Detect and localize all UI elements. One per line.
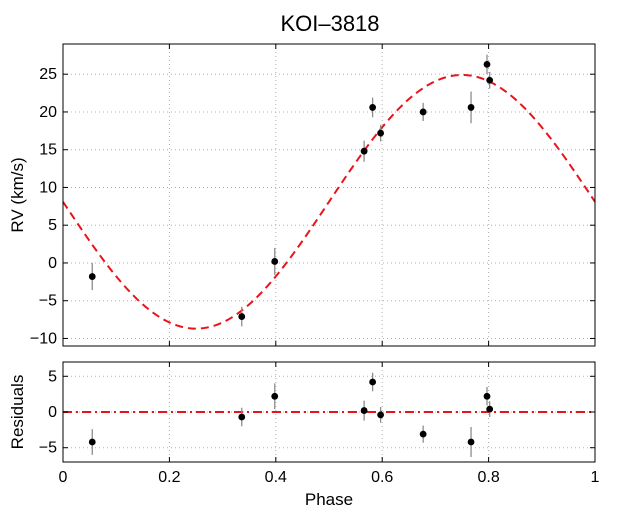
residual-point — [88, 438, 96, 446]
rv-ticks — [62, 44, 596, 346]
residuals-y-axis-label: Residuals — [8, 375, 27, 450]
chart-title: KOI–3818 — [280, 11, 379, 36]
residuals-panel: −505 0 0.2 0.4 0.6 0.8 1 Residuals Phase — [8, 361, 600, 509]
rv-points-group — [88, 54, 494, 327]
residuals-y-tick-labels: −5 0 5 — [39, 368, 57, 456]
residual-point — [238, 413, 246, 421]
rv-point — [377, 129, 385, 137]
rv-point — [88, 273, 96, 280]
x-tick-label: 1 — [591, 469, 600, 486]
x-tick-label: 0.2 — [158, 469, 180, 486]
rv-grid — [63, 44, 595, 346]
rv-point — [467, 104, 475, 111]
residuals-ticks — [62, 362, 596, 462]
rv-point — [271, 258, 279, 265]
rv-point — [238, 313, 246, 320]
rv-y-tick-label: −5 — [39, 293, 57, 310]
residual-point — [271, 392, 279, 400]
residual-point — [377, 411, 385, 419]
residuals-grid — [63, 362, 595, 462]
residual-point — [486, 405, 494, 413]
rv-y-tick-label: 25 — [39, 66, 57, 83]
x-tick-label: 0.8 — [477, 469, 499, 486]
rv-point — [369, 104, 377, 111]
rv-point — [486, 76, 494, 84]
rv-y-tick-label: 20 — [39, 104, 57, 121]
rv-y-tick-label: 0 — [48, 255, 57, 272]
model-curve — [62, 73, 596, 330]
rv-y-tick-labels: −10 −5 0 5 10 15 20 25 — [30, 66, 57, 347]
residual-point — [483, 392, 491, 400]
residuals-x-tick-labels: 0 0.2 0.4 0.6 0.8 1 — [59, 469, 600, 486]
x-tick-label: 0.4 — [265, 469, 287, 486]
residuals-y-tick-label: 0 — [48, 404, 57, 421]
x-tick-label: 0 — [59, 469, 68, 486]
rv-axes-frame — [62, 43, 596, 347]
rv-y-tick-label: 5 — [48, 217, 57, 234]
model-curve-group — [62, 73, 596, 330]
rv-panel: −10 −5 0 5 10 15 20 25 RV (km/s) — [8, 43, 596, 347]
x-axis-label: Phase — [305, 490, 353, 509]
rv-y-tick-label: −10 — [30, 330, 57, 347]
rv-point — [483, 60, 491, 68]
residual-point — [360, 407, 368, 414]
residuals-y-tick-label: −5 — [39, 440, 57, 457]
rv-y-tick-label: 10 — [39, 179, 57, 196]
residual-points-group — [88, 372, 494, 457]
residual-point — [467, 438, 475, 446]
rv-y-axis-label: RV (km/s) — [8, 157, 27, 232]
rv-point — [360, 147, 368, 155]
residual-point — [419, 430, 427, 438]
rv-point — [419, 108, 427, 116]
x-tick-label: 0.6 — [371, 469, 393, 486]
residual-point — [369, 378, 377, 386]
rv-y-tick-label: 15 — [39, 142, 57, 159]
residuals-y-tick-label: 5 — [48, 368, 57, 385]
